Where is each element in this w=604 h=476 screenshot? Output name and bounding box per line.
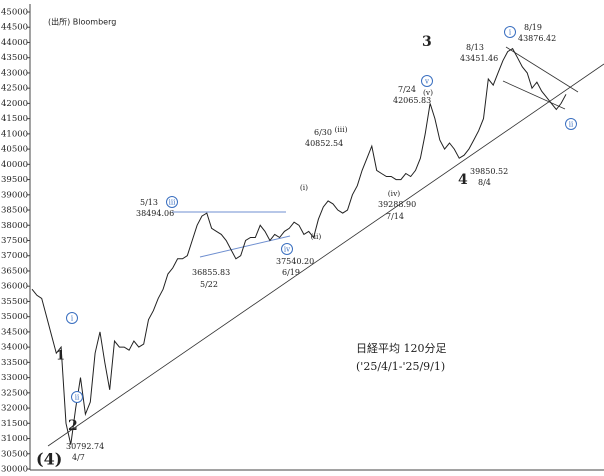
circled-label: iv: [284, 246, 290, 254]
trend-line: [47, 63, 604, 447]
y-tick-label: 33500: [1, 358, 28, 368]
price-label: 39288.90: [378, 200, 416, 209]
y-tick-label: 42500: [1, 84, 28, 94]
y-tick-label: 30000: [1, 465, 28, 475]
y-tick-label: 44500: [1, 23, 28, 33]
y-tick-label: 37000: [1, 251, 28, 261]
minor-wave-label: (iv): [388, 189, 401, 198]
price-label: 4/7: [72, 453, 85, 462]
wave-label: 1: [56, 349, 65, 364]
circled-marker: [421, 75, 433, 87]
y-tick-label: 35000: [1, 312, 28, 322]
price-label: 6/19: [282, 268, 300, 277]
y-tick-label: 35500: [1, 297, 28, 307]
price-label: 39850.52: [470, 167, 508, 176]
minor-wave-label: (i): [300, 183, 308, 192]
circled-marker: [565, 118, 577, 130]
price-label: 40852.54: [305, 139, 343, 148]
triangle-line: [199, 235, 291, 258]
y-tick-label: 34000: [1, 343, 28, 353]
y-tick-label: 45000: [1, 8, 28, 18]
wave-label: (4): [36, 450, 62, 469]
price-label: 6/30: [314, 128, 332, 137]
circled-label: ii: [569, 121, 574, 129]
y-tick-label: 42000: [1, 99, 28, 109]
price-label: 8/13: [466, 43, 484, 52]
price-label: 36855.83: [192, 268, 230, 277]
wedge-line: [505, 46, 579, 93]
y-tick-label: 32000: [1, 404, 28, 414]
y-tick-label: 32500: [1, 388, 28, 398]
wave-label: 3: [422, 34, 432, 50]
circled-marker: [504, 26, 516, 38]
circled-label: i: [509, 29, 512, 37]
y-tick-label: 40500: [1, 145, 28, 155]
y-tick-label: 37500: [1, 236, 28, 246]
y-tick-label: 43500: [1, 53, 28, 63]
y-tick-label: 36000: [1, 282, 28, 292]
chart-title: 日経平均 120分足: [356, 342, 447, 355]
y-tick-label: 36500: [1, 266, 28, 276]
price-line: [31, 47, 567, 445]
circled-marker: [281, 243, 293, 255]
circled-label: i: [71, 315, 74, 323]
minor-wave-label: (iii): [334, 125, 347, 134]
circled-marker: [71, 391, 83, 403]
price-label: 7/14: [386, 212, 404, 221]
y-tick-label: 31500: [1, 419, 28, 429]
price-label: 43876.42: [518, 34, 556, 43]
price-label: 8/19: [524, 23, 542, 32]
y-tick-label: 34500: [1, 327, 28, 337]
y-tick-label: 41500: [1, 114, 28, 124]
price-label: 43451.46: [460, 54, 498, 63]
y-tick-label: 33000: [1, 373, 28, 383]
price-label: 7/24: [398, 85, 416, 94]
y-tick-label: 39000: [1, 190, 28, 200]
circled-label: iii: [169, 199, 176, 207]
y-tick-label: 44000: [1, 38, 28, 48]
wave-label: 2: [68, 418, 78, 434]
y-tick-label: 38000: [1, 221, 28, 231]
y-tick-label: 31000: [1, 434, 28, 444]
price-label: 8/4: [478, 178, 491, 187]
y-tick-label: 41000: [1, 129, 28, 139]
price-label: 38494.06: [136, 209, 174, 218]
y-tick-label: 43000: [1, 68, 28, 78]
circled-marker: [166, 196, 178, 208]
source: (出所) Bloomberg: [48, 17, 116, 27]
wedge-line: [502, 80, 566, 110]
y-tick-label: 39500: [1, 175, 28, 185]
circled-label: ii: [75, 394, 80, 402]
price-label: 5/22: [200, 280, 218, 289]
price-label: 5/13: [140, 198, 158, 207]
y-tick-label: 40000: [1, 160, 28, 170]
minor-wave-label: (ii): [311, 232, 322, 241]
wave-label: 4: [458, 172, 468, 188]
y-tick-label: 38500: [1, 206, 28, 216]
minor-wave-label: (v): [423, 88, 433, 97]
chart-subtitle: ('25/4/1-'25/9/1): [356, 360, 445, 373]
price-label: 42065.83: [393, 96, 431, 105]
price-label: 37540.20: [276, 257, 314, 266]
price-label: 30792.74: [66, 442, 104, 451]
circled-label: v: [424, 78, 429, 86]
circled-marker: [66, 312, 78, 324]
y-tick-label: 30500: [1, 449, 28, 459]
